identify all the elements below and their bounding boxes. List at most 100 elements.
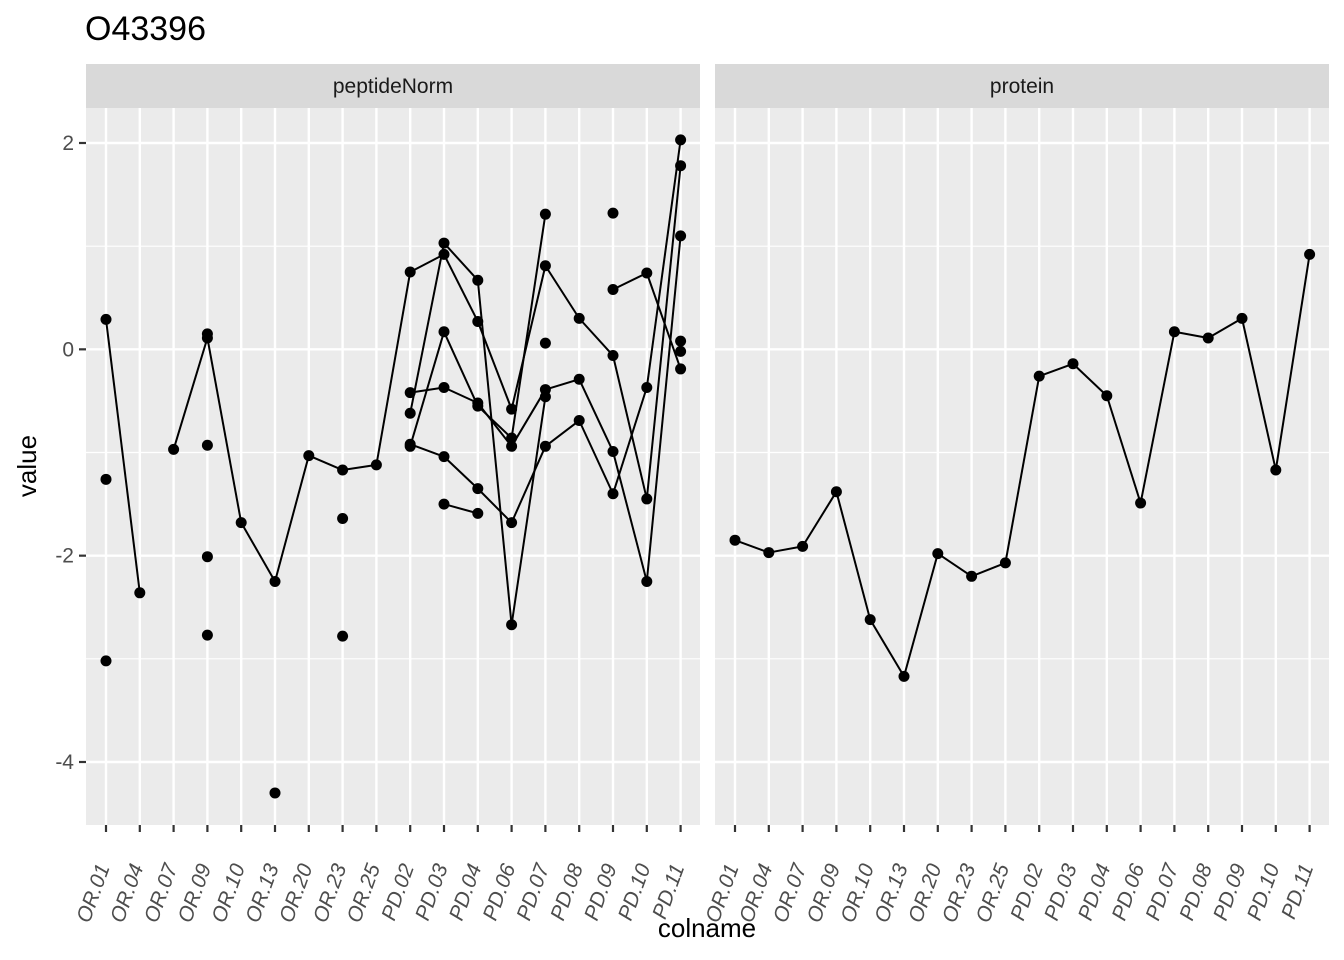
y-axis: 2 0 -2 -4 — [55, 132, 86, 774]
series-line-segment — [1004, 375, 1041, 564]
series-line-segment — [1207, 317, 1243, 339]
series-line-segment — [409, 443, 445, 458]
series-line-segment — [443, 455, 479, 490]
series-line-segment — [1038, 362, 1074, 378]
data-point — [573, 312, 585, 324]
data-point — [539, 337, 551, 349]
data-point — [337, 513, 349, 525]
series-line-segment — [544, 419, 580, 448]
data-point — [675, 134, 687, 146]
series-line-segment — [477, 487, 513, 524]
series-line-segment — [768, 545, 803, 554]
data-point — [797, 540, 809, 552]
data-point — [472, 483, 484, 495]
data-point — [506, 517, 518, 529]
series-line-segment — [545, 378, 580, 391]
data-point — [675, 345, 687, 357]
series-line-segment — [510, 214, 547, 439]
data-point — [404, 266, 416, 278]
series — [404, 237, 687, 631]
data-point — [438, 498, 450, 510]
series — [404, 207, 687, 452]
data-point — [506, 403, 518, 415]
data-point — [573, 373, 585, 385]
chart-title: O43396 — [85, 10, 206, 48]
data-point — [404, 407, 416, 419]
series-line-segment — [1241, 318, 1277, 471]
series-line-segment — [510, 389, 547, 447]
data-point — [1101, 390, 1113, 402]
data-point — [607, 283, 619, 295]
data-point — [607, 488, 619, 500]
data-point — [1270, 464, 1282, 476]
panel-background — [86, 108, 700, 825]
series-line-segment — [172, 337, 209, 450]
series-line-segment — [645, 139, 682, 388]
y-tick-label: 0 — [62, 338, 74, 361]
strip-background — [86, 64, 700, 108]
data-point — [1236, 312, 1248, 324]
data-point — [506, 440, 518, 452]
series-line-segment — [1139, 331, 1176, 504]
series-line-segment — [274, 455, 310, 582]
data-point — [607, 207, 619, 219]
data-point — [269, 787, 281, 799]
series — [729, 248, 1316, 682]
strip-label: protein — [990, 75, 1054, 98]
series — [100, 313, 349, 799]
series-line-segment — [1274, 254, 1311, 471]
data-point — [999, 557, 1011, 569]
series-line-segment — [937, 552, 973, 578]
data-point — [675, 230, 687, 242]
data-point — [1304, 248, 1316, 260]
series-line-segment — [1072, 363, 1108, 397]
data-point — [337, 630, 349, 642]
data-point — [675, 335, 687, 347]
data-point — [539, 208, 551, 220]
series-line-segment — [734, 539, 770, 554]
series-line-segment — [342, 463, 377, 472]
data-point — [675, 363, 687, 375]
series-line-segment — [206, 337, 243, 523]
data-point — [370, 459, 382, 471]
series-line-segment — [1105, 395, 1142, 504]
data-point — [303, 450, 315, 462]
data-point — [898, 670, 910, 682]
series-line-segment — [409, 253, 445, 273]
data-point — [100, 313, 112, 325]
data-point — [641, 267, 653, 279]
data-point — [966, 570, 978, 582]
data-point — [506, 619, 518, 631]
data-point — [607, 350, 619, 362]
data-point — [472, 400, 484, 412]
series-line-segment — [476, 280, 513, 625]
series-line-segment — [903, 553, 939, 677]
series — [438, 335, 687, 519]
series-line-segment — [869, 619, 905, 677]
data-point — [404, 440, 416, 452]
data-point — [763, 547, 775, 559]
series-line-segment — [612, 272, 648, 291]
data-point — [201, 629, 213, 641]
series — [100, 473, 349, 642]
series-line-segment — [578, 378, 614, 452]
series-line-segment — [544, 265, 581, 319]
series-line-segment — [612, 355, 648, 500]
data-point — [932, 548, 944, 560]
x-axis-title: colname — [658, 913, 756, 943]
data-point — [472, 507, 484, 519]
data-point — [201, 439, 213, 451]
series-line-segment — [645, 235, 682, 582]
data-point — [168, 443, 180, 455]
data-point — [100, 655, 112, 667]
data-point — [438, 326, 450, 338]
data-point — [201, 551, 213, 563]
data-point — [472, 274, 484, 286]
y-tick-label: -2 — [55, 545, 74, 568]
data-point — [1202, 332, 1214, 344]
data-point — [235, 517, 247, 529]
series-line-segment — [443, 242, 479, 281]
series-line-segment — [645, 272, 682, 370]
series-line-segment — [510, 445, 547, 524]
data-point — [438, 382, 450, 394]
